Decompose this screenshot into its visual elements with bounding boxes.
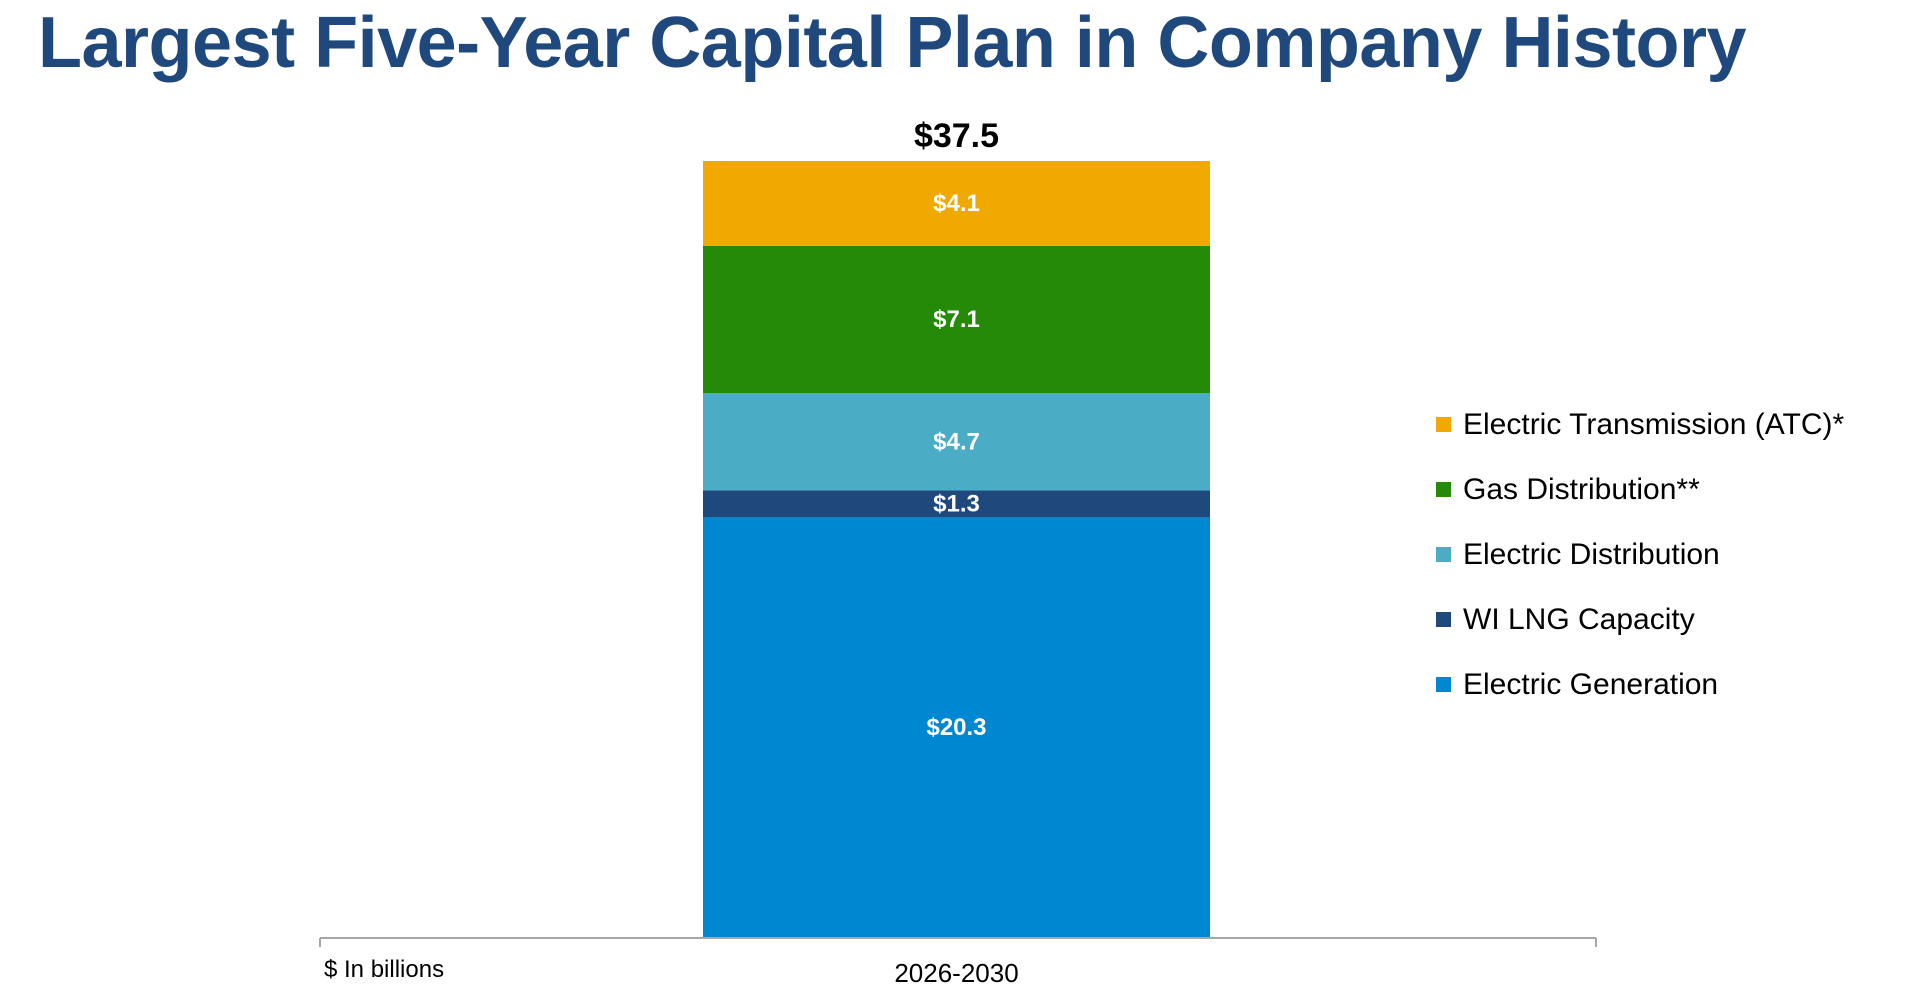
bar-segment-4	[703, 245, 1210, 394]
legend-swatch	[1436, 612, 1451, 627]
bar-segment-2	[703, 490, 1210, 518]
legend-item-5: Electric Generation	[1436, 652, 1844, 717]
legend-label: Electric Transmission (ATC)*	[1463, 407, 1845, 441]
data-label-5: $4.1	[933, 190, 980, 217]
data-label-3: $4.7	[933, 428, 980, 455]
legend-swatch	[1436, 417, 1451, 432]
data-label-4: $7.1	[933, 306, 980, 333]
total-label: $37.5	[914, 117, 999, 155]
legend-item-1: Electric Transmission (ATC)*	[1436, 392, 1844, 457]
bar-segment-3	[703, 393, 1210, 491]
legend-label: Gas Distribution**	[1463, 472, 1700, 506]
x-tick-label: 2026-2030	[894, 958, 1018, 988]
legend-label: Electric Generation	[1463, 667, 1719, 701]
legend-label: WI LNG Capacity	[1463, 602, 1695, 636]
legend-item-2: Gas Distribution**	[1436, 457, 1844, 522]
legend-swatch	[1436, 482, 1451, 497]
bar-segment-1	[703, 517, 1210, 938]
legend: Electric Transmission (ATC)* Gas Distribu…	[1436, 392, 1844, 717]
bar-group: $20.3 $1.3 $4.7 $7.1 $4.1	[703, 161, 1210, 938]
unit-note: $ In billions	[324, 956, 444, 983]
page-title: Largest Five-Year Capital Plan in Compan…	[38, 3, 1747, 83]
data-label-1: $20.3	[926, 714, 986, 741]
legend-swatch	[1436, 677, 1451, 692]
legend-label: Electric Distribution	[1463, 537, 1720, 571]
legend-swatch	[1436, 547, 1451, 562]
data-label-2: $1.3	[933, 490, 980, 517]
bar-segment-5	[703, 161, 1210, 246]
x-axis	[319, 937, 1597, 947]
legend-item-3: Electric Distribution	[1436, 522, 1844, 587]
legend-item-4: WI LNG Capacity	[1436, 587, 1844, 652]
